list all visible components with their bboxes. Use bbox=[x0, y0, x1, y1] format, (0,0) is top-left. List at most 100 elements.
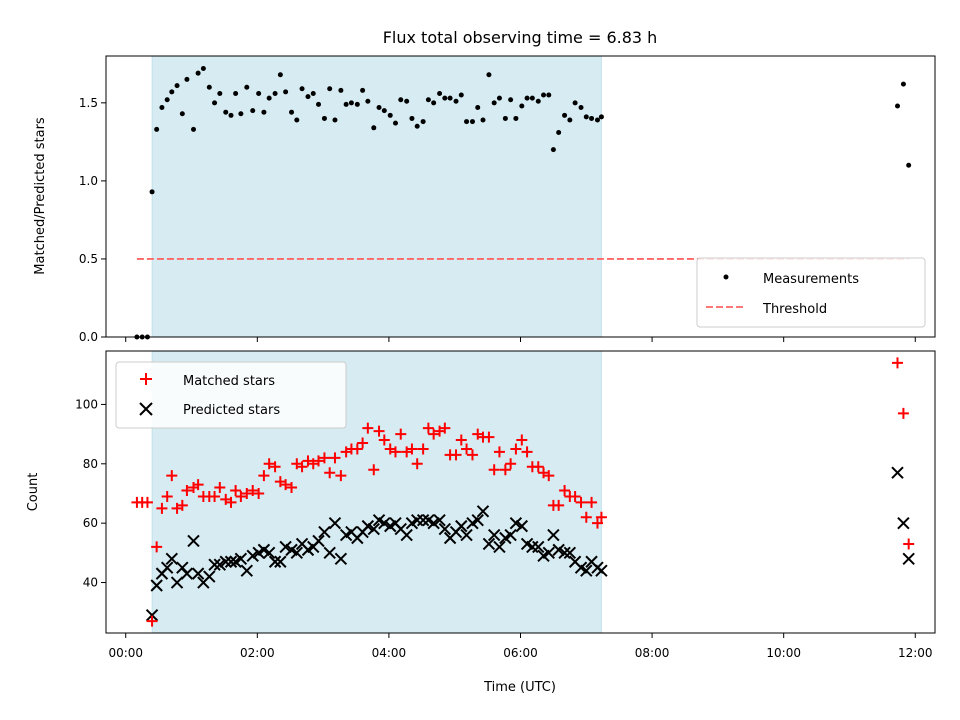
predicted-stars-point bbox=[438, 522, 452, 536]
measurement-point bbox=[365, 98, 371, 104]
matched-stars-point bbox=[263, 458, 275, 470]
matched-stars-point bbox=[428, 428, 440, 440]
matched-stars-point bbox=[499, 464, 511, 476]
measurement-point bbox=[206, 84, 212, 90]
predicted-stars-point bbox=[208, 558, 221, 571]
matched-stars-point bbox=[324, 467, 336, 479]
predicted-stars-point bbox=[160, 561, 174, 574]
measurement-point bbox=[583, 114, 589, 120]
predicted-stars-point bbox=[400, 528, 413, 542]
measurement-point bbox=[900, 81, 906, 87]
measurement-point bbox=[541, 92, 547, 98]
measurement-point bbox=[256, 90, 262, 96]
measurement-point bbox=[519, 103, 525, 109]
measurement-point bbox=[420, 119, 426, 125]
matched-stars-point bbox=[192, 479, 204, 491]
measurement-point bbox=[299, 86, 305, 92]
measurement-point bbox=[453, 98, 459, 104]
measurement-point bbox=[184, 76, 190, 82]
predicted-stars-point bbox=[240, 564, 254, 577]
x-axis-label: Time (UTC) bbox=[483, 680, 556, 695]
matched-stars-point bbox=[488, 464, 500, 476]
matched-stars-point bbox=[406, 443, 418, 455]
predicted-stars-point bbox=[504, 528, 517, 542]
measurement-point bbox=[387, 112, 393, 118]
predicted-stars-point bbox=[563, 546, 577, 560]
predicted-stars-point bbox=[460, 528, 473, 542]
matched-stars-point bbox=[516, 434, 528, 446]
matched-stars-point bbox=[214, 482, 226, 494]
bottom-y-axis-label: Count bbox=[26, 473, 41, 512]
predicted-stars-point bbox=[427, 516, 440, 530]
matched-stars-point bbox=[362, 422, 374, 434]
measurement-point bbox=[305, 94, 311, 100]
measurement-point bbox=[464, 119, 470, 125]
bottom-panel: 40 60 80 100 00:00 02:00 04:00 06:00 08:00 10:00… bbox=[26, 350, 936, 695]
matched-stars-point bbox=[280, 479, 292, 491]
top-y-tick-label: 1.5 bbox=[79, 96, 98, 110]
matched-stars-point bbox=[176, 499, 188, 511]
predicted-stars-point bbox=[246, 549, 259, 563]
measurement-point bbox=[469, 119, 475, 125]
predicted-stars-point bbox=[580, 564, 593, 577]
matched-stars-point bbox=[209, 490, 221, 502]
predicted-stars-point bbox=[165, 552, 179, 565]
x-tick-label: 08:00 bbox=[635, 646, 670, 660]
bottom-legend: Matched stars Predicted stars bbox=[115, 361, 347, 429]
measurement-point bbox=[475, 105, 481, 111]
measurement-point bbox=[496, 95, 502, 101]
measurement-point bbox=[550, 147, 556, 153]
matched-stars-point bbox=[241, 487, 253, 499]
matched-stars-point bbox=[335, 470, 347, 482]
x-tick-label: 02:00 bbox=[240, 646, 275, 660]
measurement-point bbox=[179, 111, 185, 117]
predicted-stars-point bbox=[509, 516, 523, 530]
predicted-stars-point bbox=[323, 546, 336, 560]
matched-stars-point bbox=[357, 437, 369, 449]
predicted-stars-point bbox=[234, 552, 248, 565]
predicted-stars-point bbox=[328, 516, 342, 530]
top-y-axis-label: Matched/Predicted stars bbox=[33, 117, 48, 275]
top-y-tick-label: 0.0 bbox=[79, 330, 98, 344]
matched-stars-point bbox=[493, 446, 505, 458]
matched-stars-point bbox=[351, 443, 363, 455]
predicted-stars-point bbox=[170, 576, 184, 589]
predicted-stars-point bbox=[532, 540, 545, 554]
bottom-y-ticks: 40 60 80 100 bbox=[75, 397, 106, 590]
legend-threshold-label: Threshold bbox=[762, 302, 827, 317]
top-x-ticks bbox=[125, 337, 916, 342]
predicted-stars-point bbox=[262, 546, 276, 560]
predicted-stars-point bbox=[213, 558, 227, 571]
measurement-point bbox=[425, 97, 431, 103]
x-tick-label: 12:00 bbox=[898, 646, 933, 660]
measurement-point bbox=[894, 103, 900, 109]
matched-stars-point bbox=[141, 496, 153, 508]
predicted-stars-point bbox=[268, 555, 282, 568]
measurement-point bbox=[513, 115, 519, 121]
legend-predicted-label: Predicted stars bbox=[183, 403, 280, 418]
top-y-tick-label: 0.5 bbox=[79, 252, 98, 266]
measurement-point bbox=[562, 112, 568, 118]
measurement-point bbox=[223, 109, 229, 115]
measurement-point bbox=[535, 98, 541, 104]
measurement-point bbox=[447, 95, 453, 101]
measurement-point bbox=[272, 90, 278, 96]
predicted-stars-point bbox=[180, 567, 194, 580]
measurement-point bbox=[164, 97, 170, 103]
measurement-point bbox=[343, 101, 349, 107]
matched-stars-point bbox=[543, 470, 555, 482]
predicted-stars-point bbox=[482, 537, 496, 551]
matched-stars-point bbox=[891, 357, 903, 369]
measurement-point bbox=[546, 92, 552, 98]
predicted-stars-point bbox=[378, 516, 391, 530]
measurement-point bbox=[321, 115, 327, 121]
measurement-point bbox=[572, 100, 578, 106]
predicted-stars-point bbox=[558, 546, 571, 560]
matched-stars-point bbox=[146, 615, 158, 627]
measurement-point bbox=[360, 87, 366, 93]
matched-stars-point bbox=[247, 485, 259, 497]
measurement-point bbox=[149, 189, 155, 195]
measurement-point bbox=[154, 126, 160, 132]
matched-stars-point bbox=[483, 431, 495, 443]
measurement-point bbox=[212, 100, 218, 106]
